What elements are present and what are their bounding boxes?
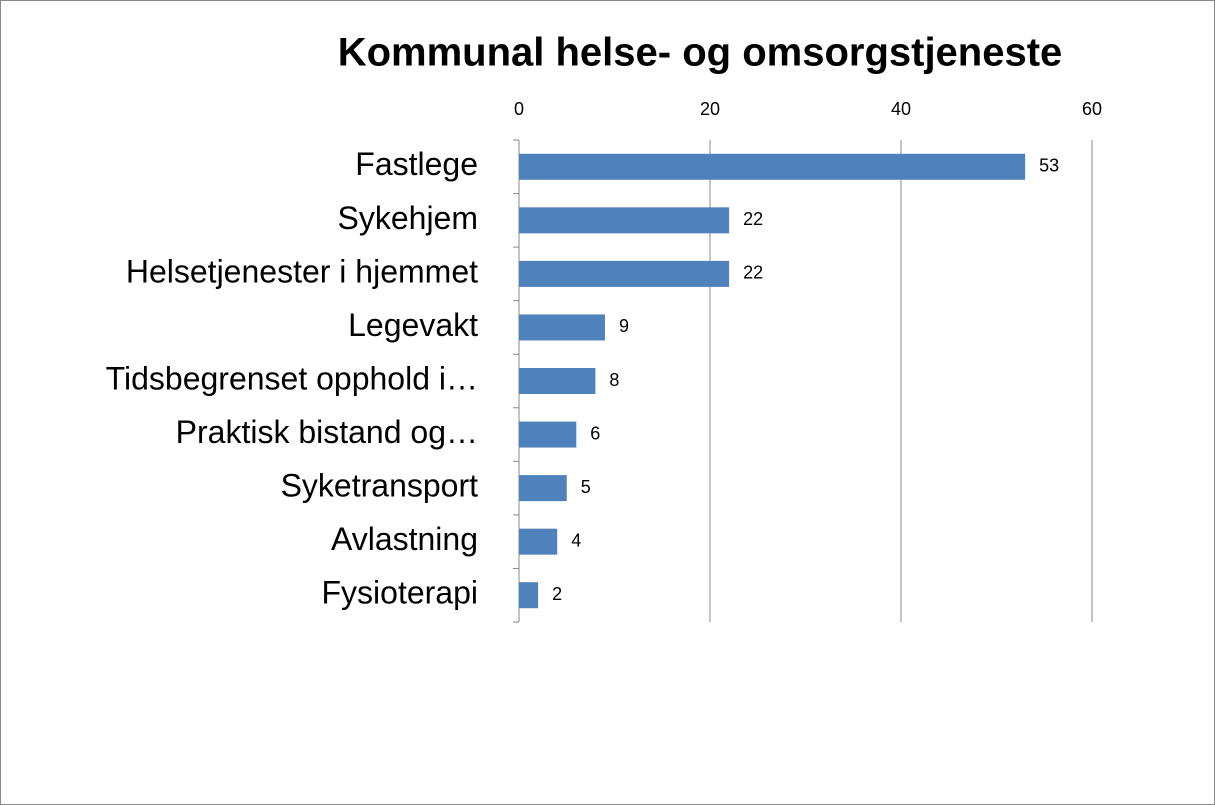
x-tick-label: 20 [700, 99, 720, 119]
chart-title: Kommunal helse- og omsorgstjeneste [338, 31, 1063, 75]
bar [519, 475, 567, 502]
x-tick-label: 60 [1082, 99, 1102, 119]
bar [519, 207, 730, 234]
y-tick-label: Praktisk bistand og… [176, 414, 478, 450]
data-label: 4 [571, 530, 581, 550]
y-tick-label: Helsetjenester i hjemmet [126, 253, 478, 289]
bar [519, 153, 1026, 180]
y-tick-label: Syketransport [281, 468, 479, 504]
y-tick-label: Sykehjem [338, 200, 479, 236]
data-label: 5 [581, 477, 591, 497]
data-label: 8 [609, 370, 619, 390]
bar [519, 368, 596, 394]
data-label: 6 [590, 423, 600, 443]
x-tick-label: 0 [514, 99, 524, 119]
y-tick-label: Avlastning [331, 521, 478, 557]
data-label: 2 [552, 584, 562, 604]
data-label: 53 [1039, 156, 1059, 176]
data-label: 9 [619, 316, 629, 336]
x-tick-label: 40 [891, 99, 911, 119]
data-label: 22 [743, 209, 763, 229]
y-tick-label: Fastlege [355, 146, 478, 182]
bar [519, 421, 577, 448]
data-label: 22 [743, 263, 763, 283]
y-tick-label: Fysioterapi [322, 575, 479, 611]
bar [519, 260, 730, 287]
bar [519, 528, 558, 555]
y-tick-label: Tidsbegrenset opphold i… [106, 360, 478, 396]
bar [519, 582, 539, 609]
y-tick-label: Legevakt [348, 307, 478, 343]
bar [519, 314, 605, 341]
